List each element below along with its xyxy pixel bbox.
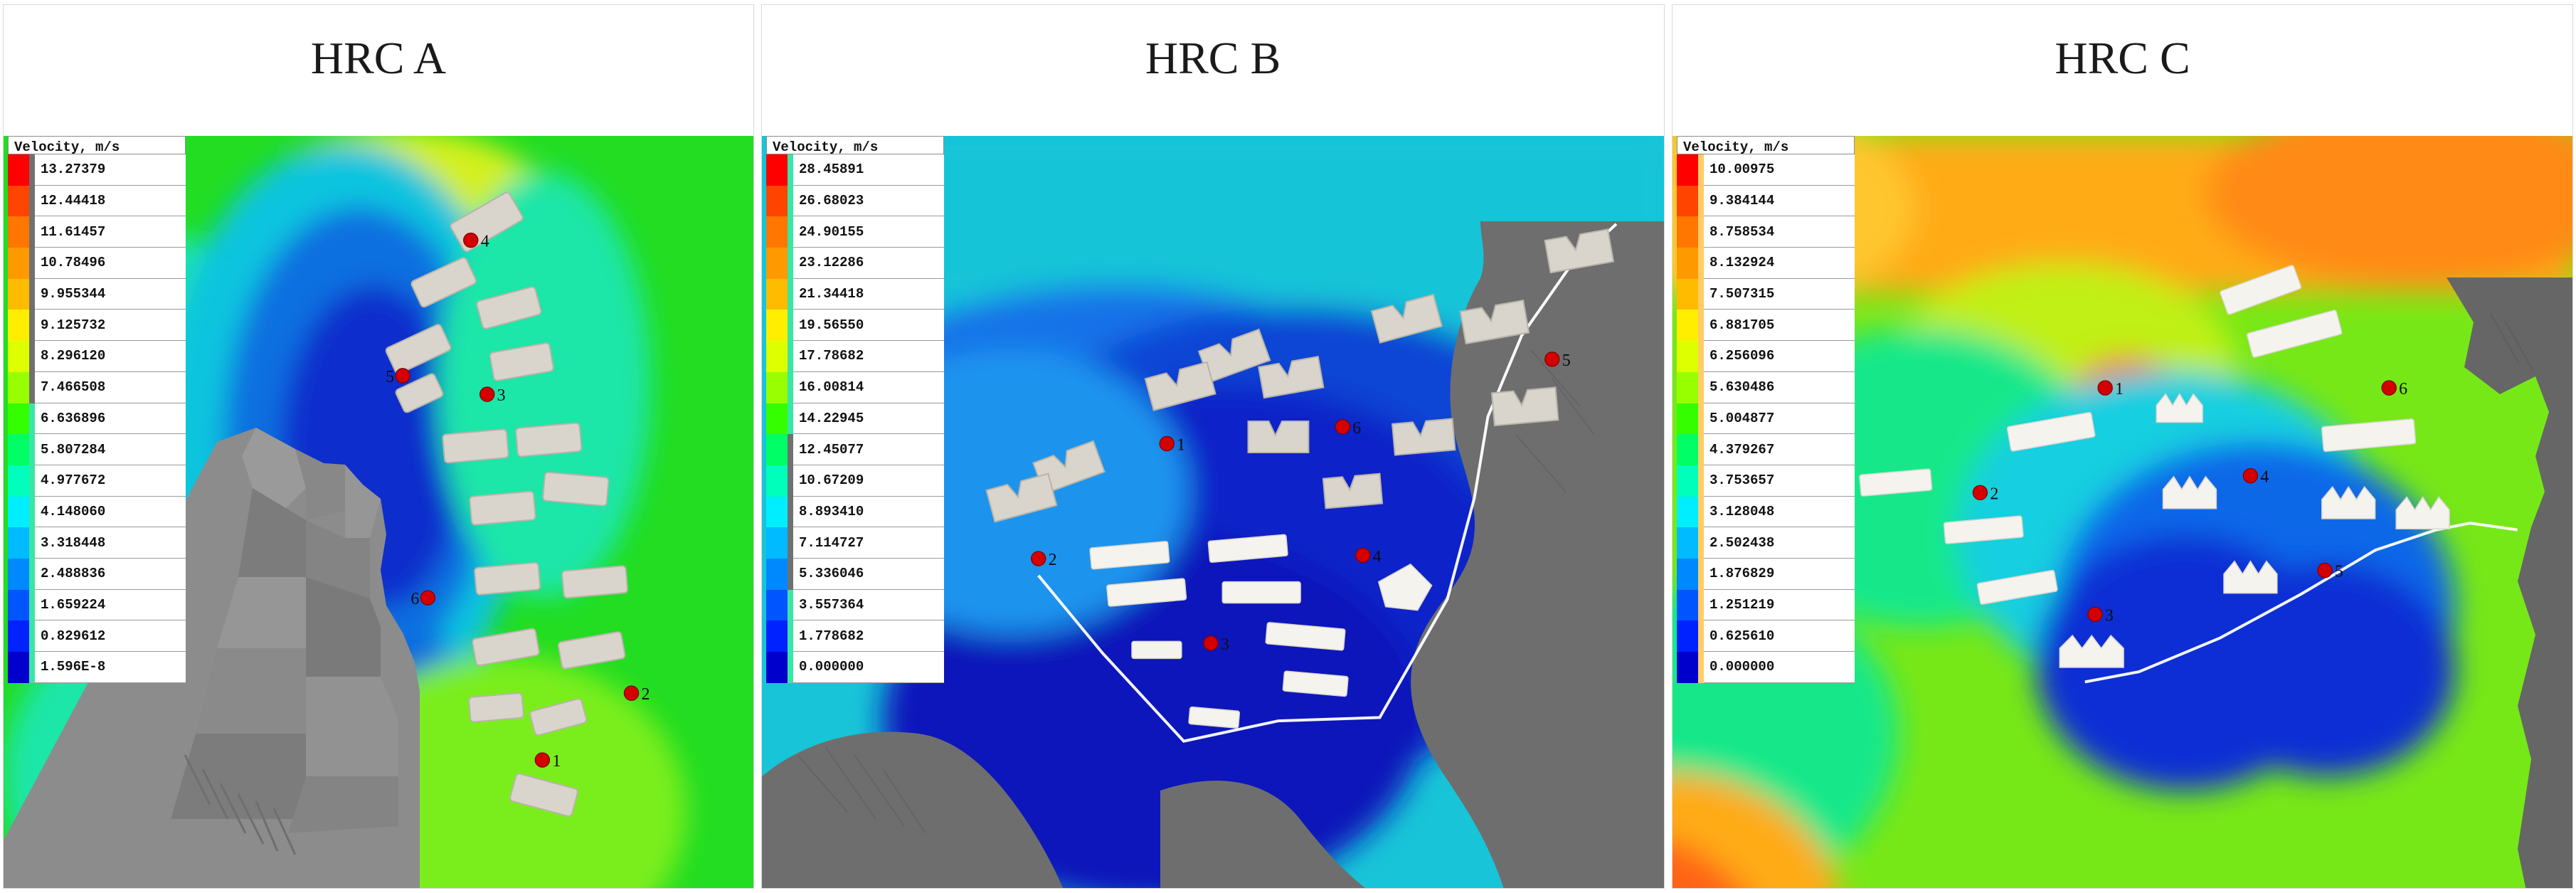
svg-text:6: 6 <box>1352 419 1361 438</box>
svg-text:5: 5 <box>386 368 394 386</box>
svg-text:2: 2 <box>641 685 650 704</box>
svg-text:3: 3 <box>1221 635 1229 654</box>
svg-text:5: 5 <box>2335 563 2343 581</box>
svg-text:2: 2 <box>1990 485 1998 503</box>
svg-text:5: 5 <box>1562 352 1571 370</box>
svg-text:4: 4 <box>2260 468 2269 487</box>
svg-text:3: 3 <box>497 386 506 405</box>
svg-text:3: 3 <box>2105 606 2114 625</box>
svg-text:1: 1 <box>2115 380 2124 398</box>
svg-text:6: 6 <box>2399 380 2407 398</box>
svg-text:6: 6 <box>410 590 419 608</box>
svg-text:4: 4 <box>1373 547 1382 566</box>
svg-text:2: 2 <box>1049 551 1057 569</box>
svg-text:4: 4 <box>481 233 489 251</box>
svg-text:1: 1 <box>1177 435 1185 454</box>
svg-text:1: 1 <box>552 752 561 771</box>
